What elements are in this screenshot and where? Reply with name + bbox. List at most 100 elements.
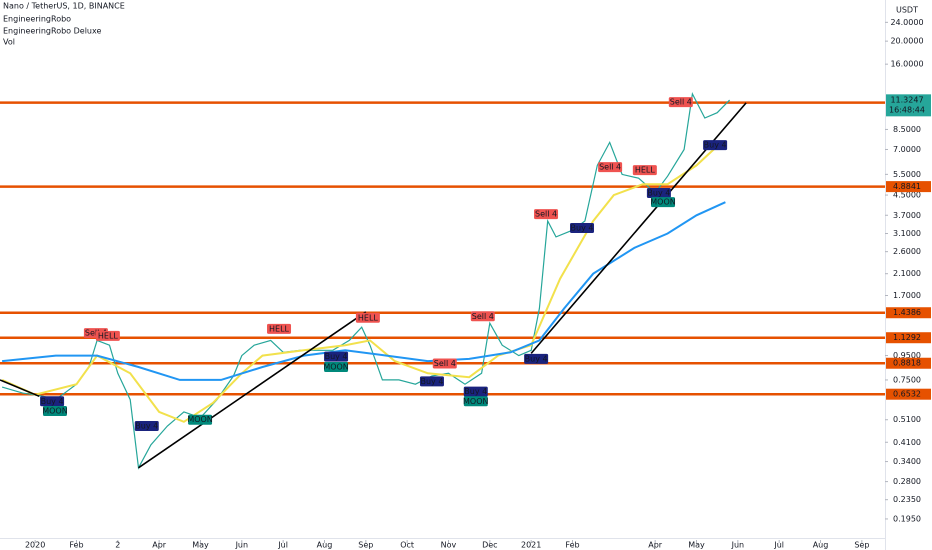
x-tick-label: 2020 [25, 541, 45, 550]
x-tick-label: Jun [731, 541, 745, 550]
y-tick-label: 7.0000 [893, 145, 921, 154]
signal-label: Sell 4 [670, 98, 692, 107]
signal-tag [598, 162, 623, 173]
signal-label: Buy 4 [325, 352, 348, 361]
trend-line [138, 311, 367, 469]
y-tick-label: 2.6000 [893, 247, 921, 256]
signal-label: HELL [269, 324, 290, 333]
x-tick-label: Aug [317, 541, 333, 550]
y-tick-label: 16.0000 [890, 60, 923, 69]
y-tick-label: 3.7000 [893, 211, 921, 220]
series-line [1, 141, 722, 423]
signal-label: Buy 4 [525, 354, 548, 363]
y-tick-label: 0.2800 [893, 477, 921, 486]
y-tick-label: 0.5100 [893, 415, 921, 424]
level-label: 1.4386 [893, 308, 921, 317]
signal-tag [95, 330, 120, 341]
x-tick-label: Apr [152, 541, 167, 550]
signal-tag [432, 358, 457, 369]
y-tick-label: 0.2350 [893, 495, 921, 504]
signal-label: Buy 4 [135, 421, 158, 430]
signal-tag [324, 351, 349, 362]
signal-label: HELL [358, 313, 379, 322]
axis-unit: USDT [896, 6, 918, 15]
signal-label: MOON [463, 397, 488, 406]
x-tick-label: Jul [277, 541, 288, 550]
x-tick-label: Feb [565, 541, 579, 550]
level-label: 0.8818 [893, 359, 921, 368]
signal-label: Buy 4 [464, 387, 487, 396]
signal-tag [188, 414, 213, 425]
x-tick-label: May [688, 541, 705, 550]
last-price-label: 11.3247 [890, 95, 923, 104]
y-tick-label: 0.3400 [893, 457, 921, 466]
signal-tag [632, 165, 657, 176]
series-line [1, 201, 726, 381]
indicator-label: Vol [3, 38, 15, 47]
x-tick-label: Feb [69, 541, 83, 550]
x-tick-label: Dec [482, 541, 497, 550]
y-tick-label: 1.7000 [893, 291, 921, 300]
signal-label: Sell 4 [535, 210, 557, 219]
x-tick-label: Jul [773, 541, 784, 550]
signal-tag [570, 223, 595, 234]
x-tick-label: Sep [358, 541, 373, 550]
signal-tag [703, 140, 728, 151]
signal-label: Buy 4 [704, 141, 727, 150]
signal-label: Sell 4 [434, 359, 456, 368]
x-tick-label: Oct [400, 541, 414, 550]
signal-label: Sell 4 [599, 163, 621, 172]
signal-tag [470, 311, 495, 322]
y-tick-label: 8.5000 [893, 125, 921, 134]
x-tick-label: Sep [854, 541, 869, 550]
signal-tag [534, 209, 559, 220]
x-tick-label: 2 [115, 541, 120, 550]
signal-tag [668, 97, 693, 108]
y-tick-label: 3.1000 [893, 229, 921, 238]
x-tick-label: Jun [235, 541, 249, 550]
level-label: 4.8841 [893, 182, 921, 191]
signal-tag [419, 376, 444, 387]
signal-label: Sell 4 [472, 312, 494, 321]
signal-tag [40, 396, 65, 407]
y-tick-label: 0.4100 [893, 438, 921, 447]
trend-line [0, 379, 40, 398]
signal-label: HELL [635, 166, 656, 175]
level-label: 1.1292 [893, 333, 921, 342]
level-label: 0.6532 [893, 390, 921, 399]
signal-label: Buy 4 [41, 397, 64, 406]
signal-tag [646, 188, 671, 199]
signal-tag [324, 362, 349, 373]
y-tick-label: 0.1950 [893, 514, 921, 523]
x-tick-label: May [192, 541, 209, 550]
signal-label: MOON [650, 198, 675, 207]
signal-label: Buy 4 [647, 189, 670, 198]
signal-tag [463, 386, 488, 397]
x-tick-label: Nov [441, 541, 457, 550]
countdown-label: 16:48:44 [889, 105, 925, 114]
y-tick-label: 0.7500 [893, 375, 921, 384]
y-tick-label: 0.9500 [893, 351, 921, 360]
indicator-label: EngineeringRobo [3, 15, 71, 24]
signal-label: HELL [98, 331, 119, 340]
signal-tag [134, 420, 159, 431]
signal-label: MOON [42, 407, 67, 416]
signal-tag [463, 396, 488, 407]
y-tick-label: 20.0000 [890, 37, 923, 46]
signal-label: Buy 4 [571, 224, 594, 233]
x-tick-label: Aug [813, 541, 829, 550]
last-price-tag [886, 94, 931, 117]
y-tick-label: 5.5000 [893, 170, 921, 179]
y-tick-label: 2.1000 [893, 269, 921, 278]
signal-tag [524, 353, 549, 364]
signal-tag [651, 197, 676, 208]
level-tag [886, 357, 931, 369]
signal-tag [267, 323, 292, 334]
chart-title: Nano / TetherUS, 1D, BINANCE [3, 2, 125, 11]
level-tag [886, 307, 931, 319]
indicator-label: EngineeringRobo Deluxe [3, 27, 101, 36]
level-tag [886, 181, 931, 193]
